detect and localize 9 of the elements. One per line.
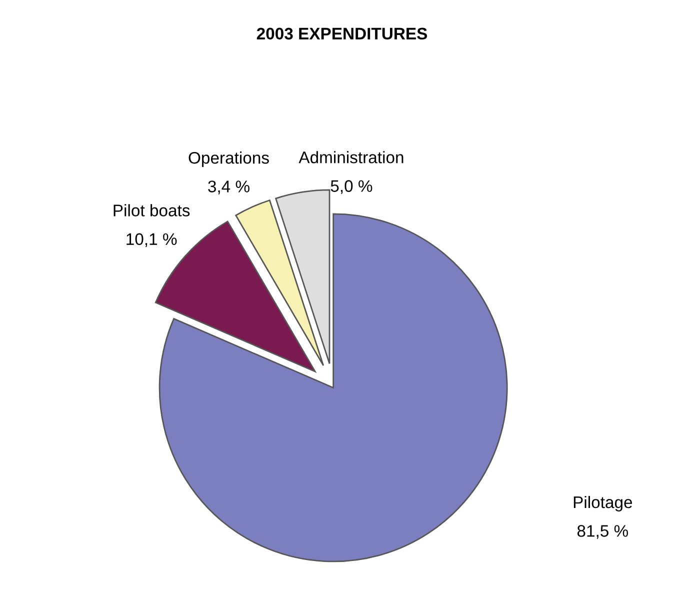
slice-label: Pilot boats xyxy=(114,204,190,216)
chart-title: 2003 EXPENDITURES xyxy=(256,28,428,40)
data-label: 10,1 % xyxy=(126,233,177,248)
data-label: 5,0 % xyxy=(330,180,372,194)
data-label: 81,5 % xyxy=(577,525,628,539)
data-label: 3,4 % xyxy=(208,180,250,194)
slice-label: Operations xyxy=(188,152,269,168)
slice-label: Pilotage xyxy=(574,496,632,512)
slice-label: Administration xyxy=(298,151,404,164)
